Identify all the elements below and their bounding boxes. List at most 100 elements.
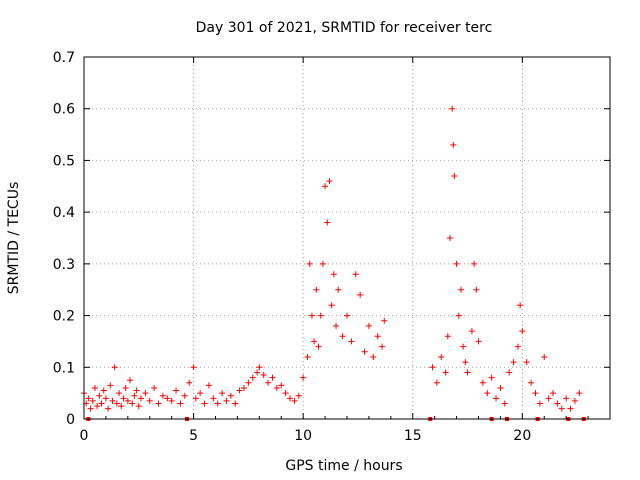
data-point [460,343,467,350]
data-point [442,369,449,376]
data-point [330,271,337,278]
data-point [571,397,578,404]
data-point [118,403,125,410]
data-point [528,379,535,386]
data-point [190,364,197,371]
data-point [361,348,368,355]
x-tick-label: 15 [404,428,422,444]
data-point [87,405,94,412]
data-point [240,384,247,391]
data-point [120,395,127,402]
data-point [488,374,495,381]
data-point [374,333,381,340]
data-point [98,400,105,407]
data-point [517,302,524,309]
data-point [122,384,129,391]
data-point [236,387,243,394]
data-point [433,379,440,386]
data-point [186,379,193,386]
data-point [493,395,500,402]
data-point [444,333,451,340]
data-point [249,374,256,381]
data-point [308,312,315,319]
y-tick-label: 0.3 [53,257,75,273]
data-point [205,382,212,389]
data-point [497,384,504,391]
data-point [173,387,180,394]
data-point [453,260,460,267]
data-point [96,392,103,399]
data-point [322,183,329,190]
data-point [563,395,570,402]
data-point [142,390,149,397]
data-point [429,364,436,371]
data-point [462,359,469,366]
data-point [254,369,261,376]
y-tick-label: 0.1 [53,360,75,376]
data-point [365,322,372,329]
data-point [514,343,521,350]
data-point [324,219,331,226]
data-point [438,353,445,360]
data-point [94,403,101,410]
data-point [227,392,234,399]
data-point [137,395,144,402]
data-point [210,395,217,402]
data-point [129,400,136,407]
data-point [532,390,539,397]
data-point [468,328,475,335]
data-point [464,369,471,376]
data-point [541,353,548,360]
y-tick-label: 0.6 [53,102,75,118]
plot-frame [83,56,611,420]
data-point [291,397,298,404]
x-tick-label: 0 [80,428,89,444]
data-point [379,343,386,350]
data-point [545,395,552,402]
data-point [131,392,138,399]
x-tick-label: 10 [294,428,312,444]
data-point [256,364,263,371]
data-point [506,369,513,376]
data-point [181,392,188,399]
data-point [91,384,98,391]
data-point [219,390,226,397]
data-point [475,338,482,345]
data-point [102,395,109,402]
data-point [335,286,342,293]
data-point [109,397,116,404]
data-point [164,395,171,402]
data-point [223,397,230,404]
data-point [576,390,583,397]
data-point [113,400,120,407]
data-point [519,328,526,335]
x-axis-label: GPS time / hours [285,458,402,474]
data-point [352,271,359,278]
y-tick-label: 0.7 [53,50,75,66]
x-tick-label: 20 [513,428,531,444]
data-point [315,343,322,350]
data-point [111,364,118,371]
data-point [501,400,508,407]
y-tick-label: 0.5 [53,153,75,169]
data-point [471,260,478,267]
data-point [287,395,294,402]
data-point [558,405,565,412]
data-point [455,312,462,319]
data-point [273,384,280,391]
data-point [473,286,480,293]
axis-ticks: 0 0.1 0.2 0.3 0.4 0.5 0.6 0.7 0 5 10 15 20 [53,50,610,444]
data-point [201,400,208,407]
y-tick-label: 0 [66,412,75,428]
data-point [192,395,199,402]
data-point [348,338,355,345]
data-point [344,312,350,319]
data-point [232,400,239,407]
data-point [155,400,162,407]
data-point [381,317,388,324]
data-point [107,382,114,389]
chart-title: Day 301 of 2021, SRMTID for receiver ter… [196,20,493,36]
data-point [304,353,311,360]
y-axis-label: SRMTID / TECUs [6,182,22,295]
